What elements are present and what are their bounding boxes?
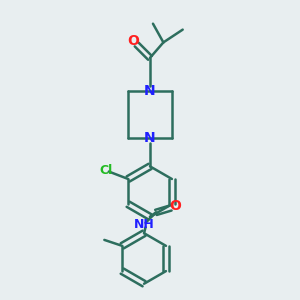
Text: N: N xyxy=(144,131,156,145)
Text: N: N xyxy=(144,84,156,98)
Text: O: O xyxy=(127,34,139,48)
Text: Cl: Cl xyxy=(99,164,112,177)
Text: O: O xyxy=(169,200,181,214)
Text: NH: NH xyxy=(134,218,155,230)
